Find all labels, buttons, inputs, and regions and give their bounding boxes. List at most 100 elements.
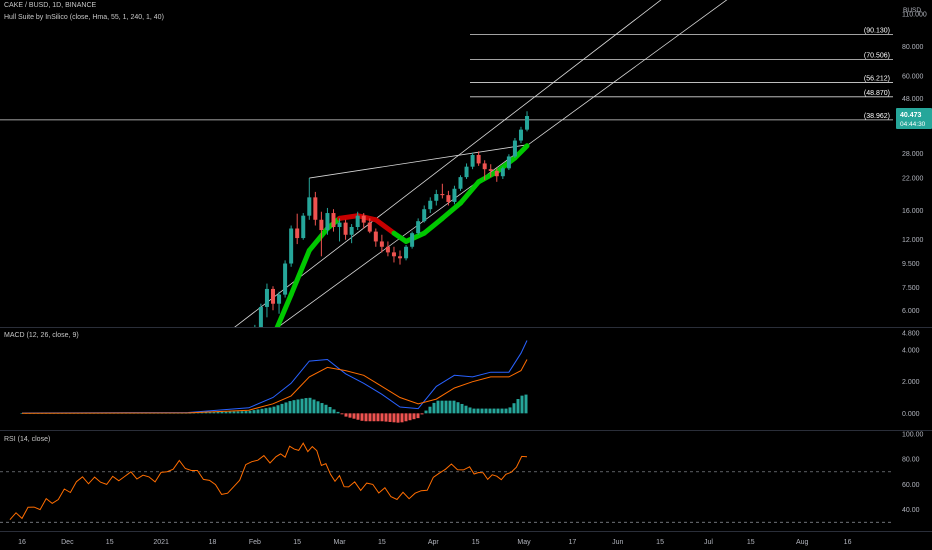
macd-histogram-bar [264, 408, 268, 414]
candle-body [264, 288, 269, 307]
macd-histogram-bar [360, 413, 364, 421]
candle-body [247, 344, 251, 354]
macd-histogram-bar [504, 408, 508, 414]
macd-histogram-bar [492, 408, 496, 414]
rsi-pane[interactable]: 100.00 80.00 60.00 40.00 [0, 432, 924, 523]
time-tick-label: 17 [568, 539, 576, 546]
macd-histogram-bar [400, 413, 404, 423]
macd-histogram-bar [224, 411, 228, 414]
macd-tick-label: 2.000 [902, 379, 920, 386]
price-tick-label: 12.000 [902, 237, 924, 244]
macd-histogram-bar [416, 413, 420, 419]
candle-body [470, 154, 475, 167]
macd-histogram-bar [472, 408, 476, 414]
candle-body [518, 129, 523, 141]
level-label: (90.130) [864, 28, 890, 35]
candle-body [416, 221, 421, 234]
hull-segment [439, 200, 463, 221]
macd-histogram-bar [328, 406, 332, 414]
rsi-tick-label: 60.00 [902, 482, 920, 489]
macd-histogram-bar [452, 400, 456, 414]
macd-histogram-bar [436, 400, 440, 414]
macd-title[interactable]: MACD (12, 26, close, 9) [4, 332, 79, 339]
candle-body [319, 219, 324, 231]
trend-line [234, 0, 662, 327]
candle-body [404, 246, 409, 259]
candle-body [295, 228, 300, 239]
macd-histogram-bar [432, 402, 436, 414]
macd-histogram-bar [412, 413, 416, 420]
macd-histogram-bar [420, 413, 424, 415]
macd-histogram-bar [392, 413, 396, 423]
price-tick-label: 48.000 [902, 96, 924, 103]
rsi-title[interactable]: RSI (14, close) [4, 436, 51, 443]
macd-histogram-bar [524, 394, 528, 414]
level-label: (56.212) [864, 76, 890, 83]
macd-histogram-bar [308, 397, 312, 414]
candle-body [343, 222, 348, 235]
macd-histogram-bar [428, 406, 432, 414]
macd-histogram-bar [244, 411, 248, 414]
symbol-title[interactable]: CAKE / BUSD, 1D, BINANCE [4, 2, 97, 9]
time-tick-label: May [517, 539, 531, 546]
rsi-tick-label: 40.00 [902, 507, 920, 514]
macd-histogram-bar [324, 404, 328, 414]
macd-histogram-bar [240, 411, 244, 414]
macd-tick-label: 0.000 [902, 411, 920, 418]
candle-body [385, 246, 390, 253]
macd-histogram-bar [196, 412, 200, 414]
candle-body [349, 226, 354, 235]
candle-body [464, 166, 469, 178]
macd-histogram-bar [256, 409, 260, 414]
macd-histogram-bar [500, 408, 504, 414]
hull-segment [355, 213, 379, 223]
candle-body [446, 195, 451, 202]
macd-pane[interactable]: 4.000 2.000 0.000 [20, 340, 920, 423]
hull-segment [421, 215, 445, 236]
macd-histogram-bar [464, 405, 468, 414]
hull-segment [476, 169, 500, 185]
candle-body [355, 215, 360, 227]
macd-histogram-bar [440, 400, 444, 414]
time-tick-label: Aug [796, 539, 809, 546]
hull-segment [306, 226, 330, 253]
macd-histogram-bar [512, 403, 516, 414]
time-tick-label: 15 [656, 539, 664, 546]
price-pane[interactable]: (127.589)(90.130)(70.506)(56.212)(48.870… [0, 0, 932, 532]
macd-histogram-bar [200, 412, 204, 414]
candle-body [482, 163, 487, 170]
candle-body [452, 188, 457, 202]
time-tick-label: 18 [209, 539, 217, 546]
macd-histogram-bar [356, 413, 360, 420]
macd-histogram-bar [476, 408, 480, 414]
macd-histogram-bar [248, 410, 252, 414]
time-tick-label: 16 [844, 539, 852, 546]
macd-histogram-bar [488, 408, 492, 414]
macd-histogram-bar [348, 413, 352, 418]
macd-histogram-bar [372, 413, 376, 422]
rsi-tick-label: 80.00 [902, 457, 920, 464]
candle-body [307, 197, 312, 216]
price-tick-label: 110.000 [902, 12, 927, 19]
macd-histogram-bar [212, 412, 216, 414]
macd-histogram-bar [516, 399, 520, 414]
macd-histogram-bar [352, 413, 356, 419]
macd-histogram-bar [480, 408, 484, 414]
macd-histogram-bar [300, 398, 304, 414]
macd-histogram-bar [252, 410, 256, 414]
macd-tick-label: 4.000 [902, 348, 920, 355]
macd-histogram-bar [208, 412, 212, 414]
candle-body [494, 170, 499, 177]
macd-histogram-bar [332, 409, 336, 414]
hull-indicator-title[interactable]: Hull Suite by InSilico (close, Hma, 55, … [4, 14, 164, 21]
candle-body [512, 140, 517, 157]
macd-line [21, 340, 528, 414]
price-tick-label: 80.000 [902, 44, 924, 51]
candle-body [271, 288, 275, 304]
time-tick-label: Dec [61, 539, 74, 546]
price-tick-label: 9.500 [902, 261, 920, 268]
candle-body [391, 252, 396, 257]
price-tick-label: 22.000 [902, 176, 924, 183]
macd-histogram-bar [220, 411, 224, 414]
